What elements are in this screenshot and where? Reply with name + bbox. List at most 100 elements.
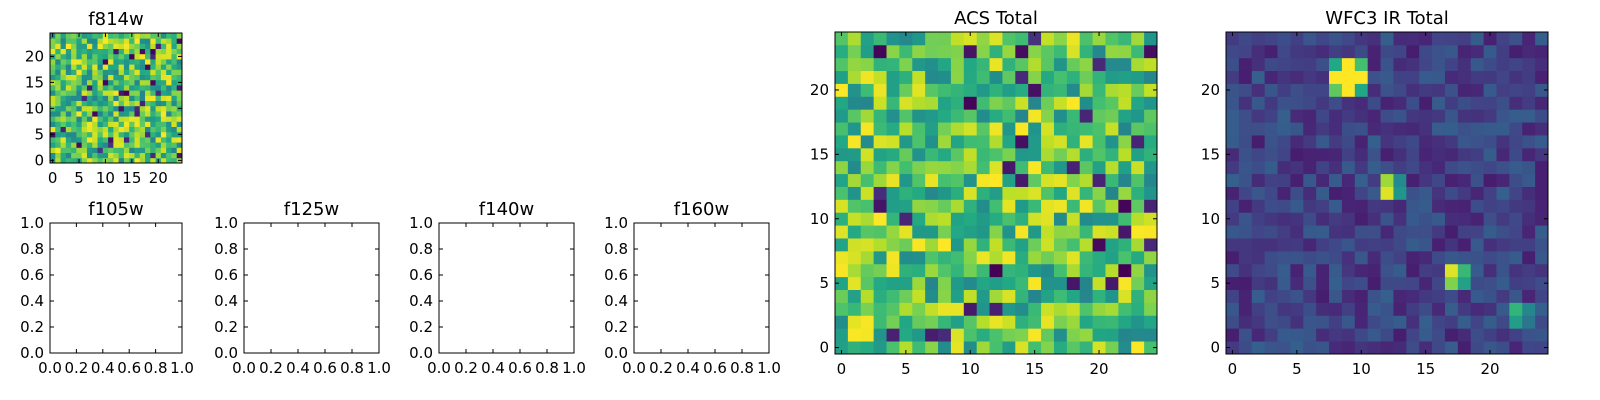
heatmap-cell bbox=[1303, 83, 1317, 97]
heatmap-cell bbox=[1341, 57, 1356, 72]
heatmap-cell bbox=[925, 250, 939, 265]
heatmap-cell bbox=[860, 263, 875, 278]
heatmap-cell bbox=[1251, 315, 1266, 329]
heatmap-cell bbox=[1406, 70, 1420, 84]
panel-title: ACS Total bbox=[954, 8, 1038, 29]
heatmap-cell bbox=[60, 59, 67, 65]
heatmap-cell bbox=[1041, 250, 1055, 265]
heatmap-cell bbox=[60, 116, 67, 122]
heatmap-cell bbox=[899, 199, 913, 213]
heatmap-cell bbox=[1535, 289, 1549, 303]
heatmap-cell bbox=[1419, 289, 1433, 303]
heatmap-cell bbox=[123, 126, 130, 133]
heatmap-cell bbox=[938, 44, 952, 59]
heatmap-cell bbox=[108, 43, 114, 49]
heatmap-cell bbox=[134, 137, 141, 143]
heatmap-cell bbox=[1131, 315, 1145, 329]
heatmap-cell bbox=[1419, 173, 1433, 187]
heatmap-cell bbox=[166, 152, 172, 159]
heatmap-cell bbox=[150, 38, 156, 44]
heatmap-cell bbox=[71, 59, 77, 65]
heatmap-cell bbox=[1470, 173, 1484, 187]
heatmap-cell bbox=[60, 90, 67, 96]
heatmap-cell bbox=[65, 69, 72, 75]
heatmap-cell bbox=[50, 100, 56, 107]
heatmap-cell bbox=[1105, 276, 1119, 290]
heatmap-cell bbox=[1118, 173, 1132, 187]
heatmap-cell bbox=[899, 83, 913, 97]
heatmap-cell bbox=[1406, 250, 1420, 265]
heatmap-cell bbox=[1470, 341, 1484, 355]
heatmap-cell bbox=[102, 105, 109, 112]
heatmap-cell bbox=[963, 341, 978, 355]
heatmap-cell bbox=[886, 302, 900, 316]
heatmap-cell bbox=[171, 131, 178, 138]
heatmap-cell bbox=[176, 142, 183, 148]
y-tick-label: 0 bbox=[819, 339, 829, 357]
heatmap-cell bbox=[860, 328, 875, 342]
heatmap-cell bbox=[145, 59, 151, 65]
heatmap-cell bbox=[860, 147, 875, 162]
heatmap-cell bbox=[113, 131, 120, 138]
heatmap-cell bbox=[989, 276, 1003, 290]
heatmap-cell bbox=[65, 85, 72, 91]
heatmap-cell bbox=[835, 250, 849, 265]
heatmap-cell bbox=[1290, 135, 1304, 149]
heatmap-cell bbox=[1238, 109, 1253, 123]
heatmap-cell bbox=[1238, 96, 1253, 110]
heatmap-cell bbox=[938, 302, 952, 316]
heatmap-cell bbox=[76, 90, 83, 96]
heatmap-cell bbox=[65, 59, 72, 65]
heatmap-cell bbox=[1367, 328, 1381, 342]
heatmap-cell bbox=[912, 160, 926, 175]
heatmap-cell bbox=[139, 69, 146, 75]
heatmap-cell bbox=[1535, 199, 1549, 213]
heatmap-cell bbox=[886, 238, 900, 252]
heatmap-cell bbox=[886, 109, 900, 123]
heatmap-cell bbox=[1028, 250, 1042, 265]
heatmap-cell bbox=[873, 289, 887, 303]
heatmap-cell bbox=[1444, 289, 1459, 303]
heatmap-cell bbox=[50, 121, 56, 127]
heatmap-cell bbox=[50, 64, 56, 70]
heatmap-cell bbox=[1444, 315, 1459, 329]
heatmap-cell bbox=[1470, 263, 1484, 278]
heatmap-cell bbox=[1015, 57, 1029, 72]
heatmap-cell bbox=[1066, 44, 1081, 59]
heatmap-cell bbox=[1406, 135, 1420, 149]
heatmap-cell bbox=[129, 79, 135, 86]
heatmap-cell bbox=[176, 43, 183, 49]
heatmap-cell bbox=[1496, 96, 1510, 110]
heatmap-cell bbox=[150, 126, 156, 133]
heatmap-cell bbox=[1264, 199, 1278, 213]
heatmap-cell bbox=[873, 238, 887, 252]
heatmap-cell bbox=[55, 85, 61, 91]
heatmap-cell bbox=[1457, 96, 1472, 110]
heatmap-cell bbox=[860, 212, 875, 226]
heatmap-cell bbox=[155, 53, 162, 60]
heatmap-cell bbox=[1118, 96, 1132, 110]
heatmap-cell bbox=[1092, 225, 1106, 239]
heatmap-cell bbox=[1329, 302, 1343, 316]
heatmap-cell bbox=[160, 131, 167, 138]
heatmap-cell bbox=[1341, 96, 1356, 110]
heatmap-cell bbox=[1144, 173, 1158, 187]
heatmap-cell bbox=[976, 276, 990, 290]
heatmap-cell bbox=[1316, 238, 1330, 252]
heatmap-cell bbox=[81, 43, 88, 49]
heatmap-cell bbox=[150, 142, 156, 148]
heatmap-cell bbox=[1393, 173, 1407, 187]
heatmap-cell bbox=[1406, 44, 1420, 59]
heatmap-cell bbox=[1053, 109, 1068, 123]
heatmap-cell bbox=[113, 90, 120, 96]
heatmap-cell bbox=[1457, 32, 1472, 46]
heatmap-cell bbox=[150, 157, 156, 164]
heatmap-cell bbox=[113, 100, 120, 107]
heatmap-cell bbox=[155, 64, 162, 70]
heatmap-cell bbox=[1354, 225, 1369, 239]
heatmap-cell bbox=[835, 96, 849, 110]
heatmap-cell bbox=[1028, 238, 1042, 252]
heatmap-cell bbox=[835, 160, 849, 175]
heatmap-cell bbox=[166, 157, 172, 164]
heatmap-cell bbox=[1066, 212, 1081, 226]
